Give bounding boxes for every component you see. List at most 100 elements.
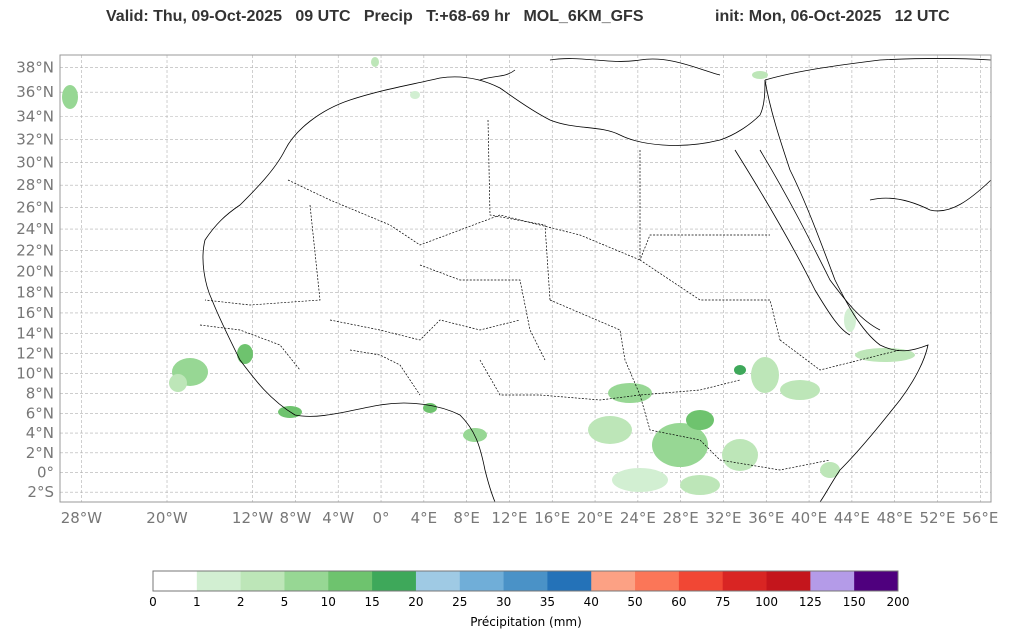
- colorbar-swatch: [240, 571, 285, 591]
- map-frame: [59, 54, 992, 503]
- map-area: [60, 55, 991, 502]
- lon-tick-label: 36°E: [748, 509, 784, 527]
- precip-patch: [62, 85, 78, 109]
- colorbar-swatch: [328, 571, 373, 591]
- lat-tick-label: 10°N: [16, 365, 54, 383]
- north-africa-coast: [202, 76, 766, 301]
- colorbar-swatch: [678, 571, 724, 591]
- border-chad-sudan: [549, 299, 641, 396]
- border-car-southsudan: [539, 379, 741, 401]
- colorbar-swatch: [547, 571, 592, 591]
- lon-tick-label: 12°W: [232, 509, 274, 527]
- east-africa-coast: [764, 79, 929, 502]
- colorbar: 0 1 2 5 10 15 20 25 30 35 40 50 60 75 100 125 150 200: [149, 570, 910, 609]
- lat-tick-label: 38°N: [16, 59, 54, 77]
- colorbar-tick-label: 75: [715, 595, 730, 609]
- init-time-text: init: Mon, 06-Oct-2025 12 UTC: [715, 8, 950, 25]
- lon-tick-label: 28°W: [61, 509, 103, 527]
- west-africa-coast: [211, 299, 496, 502]
- precip-patch: [820, 462, 840, 478]
- lon-tick-label: 20°E: [577, 509, 613, 527]
- lat-tick-label: 34°N: [16, 107, 54, 125]
- colorbar-tick-label: 30: [496, 595, 511, 609]
- precip-patch: [612, 468, 668, 492]
- precip-patch: [588, 416, 632, 444]
- precip-patch: [169, 374, 187, 392]
- colorbar-tick-label: 20: [408, 595, 423, 609]
- border-westafrica: [199, 324, 301, 371]
- country-borders: [199, 119, 901, 471]
- red-sea-east: [759, 149, 881, 331]
- lat-tick-label: 32°N: [16, 131, 54, 149]
- colorbar-tick-label: 50: [627, 595, 642, 609]
- precip-patch: [371, 57, 379, 67]
- precip-patch: [855, 348, 915, 362]
- colorbar-tick-label: 200: [887, 595, 910, 609]
- precip-patch: [680, 475, 720, 495]
- lon-tick-label: 20°W: [146, 509, 188, 527]
- lat-tick-label: 4°N: [26, 424, 54, 442]
- lat-tick-label: 6°N: [26, 404, 54, 422]
- grid-lines: [60, 55, 991, 502]
- precip-patch: [410, 91, 420, 99]
- colorbar-swatch: [415, 571, 461, 591]
- arabian-gulf: [869, 179, 991, 212]
- colorbar-frame: [152, 570, 899, 592]
- precip-patch: [423, 403, 437, 413]
- precip-patch: [751, 357, 779, 393]
- lon-tick-label: 16°E: [534, 509, 570, 527]
- lat-tick-label: 26°N: [16, 198, 54, 216]
- border-sahara-1: [287, 179, 641, 261]
- colorbar-tick-label: 150: [843, 595, 866, 609]
- lon-tick-label: 56°E: [962, 509, 998, 527]
- italy-coast: [479, 69, 516, 81]
- colorbar-tick-label: 15: [364, 595, 379, 609]
- lat-tick-label: 2°N: [26, 444, 54, 462]
- lon-tick-label: 8°W: [279, 509, 311, 527]
- lat-tick-label: 2°S: [27, 483, 54, 501]
- lat-tick-label: 16°N: [16, 304, 54, 322]
- precip-patch: [734, 365, 746, 375]
- med-north-coast: [549, 58, 721, 76]
- lat-tick-label: 30°N: [16, 154, 54, 172]
- lon-tick-label: 44°E: [834, 509, 870, 527]
- precip-field: [62, 57, 915, 495]
- colorbar-swatch: [284, 571, 329, 591]
- colorbar-swatch: [766, 571, 811, 591]
- border-coastal-1: [349, 349, 421, 396]
- border-niger-chad: [419, 264, 546, 361]
- colorbar-swatch: [810, 571, 855, 591]
- precip-patch: [463, 428, 487, 442]
- lat-tick-label: 12°N: [16, 344, 54, 362]
- precip-patch: [722, 439, 758, 471]
- lon-tick-label: 32°E: [705, 509, 741, 527]
- lon-tick-label: 28°E: [663, 509, 699, 527]
- border-algeria-libya: [487, 119, 551, 301]
- border-cameroon: [479, 359, 540, 396]
- lat-tick-label: 14°N: [16, 324, 54, 342]
- lat-tick-label: 24°N: [16, 220, 54, 238]
- precip-patch: [844, 308, 856, 332]
- lat-tick-label: 28°N: [16, 176, 54, 194]
- lon-tick-label: 0°: [373, 509, 390, 527]
- lat-tick-label: 18°N: [16, 283, 54, 301]
- colorbar-swatch: [503, 571, 548, 591]
- border-drc: [639, 394, 831, 471]
- levant-coast: [764, 58, 991, 81]
- colorbar-tick-label: 25: [452, 595, 467, 609]
- lon-tick-label: 12°E: [491, 509, 527, 527]
- colorbar-swatch: [591, 571, 636, 591]
- lon-tick-label: 4°W: [322, 509, 354, 527]
- colorbar-tick-label: 125: [799, 595, 822, 609]
- precip-patch: [652, 423, 708, 467]
- coastlines: [202, 58, 991, 502]
- colorbar-tick-label: 10: [321, 595, 336, 609]
- colorbar-tick-label: 5: [281, 595, 289, 609]
- lat-tick-label: 0°: [37, 463, 54, 481]
- colorbar-swatch: [196, 571, 242, 591]
- border-libya-egypt: [639, 150, 770, 261]
- colorbar-swatch: [459, 571, 505, 591]
- lon-tick-label: 48°E: [877, 509, 913, 527]
- lon-tick-label: 24°E: [620, 509, 656, 527]
